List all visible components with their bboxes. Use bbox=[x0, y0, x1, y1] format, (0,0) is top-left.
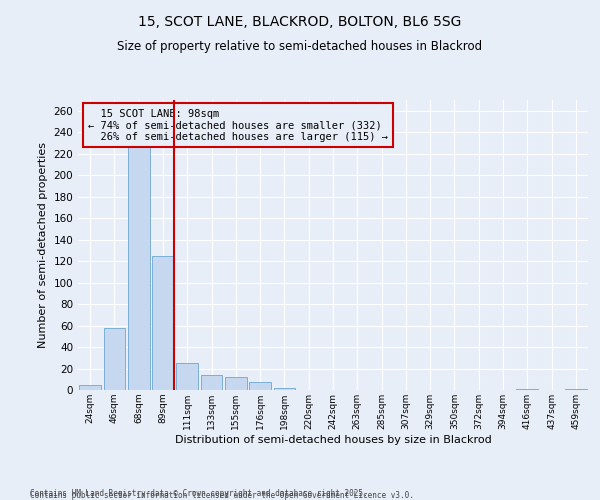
Bar bbox=[79, 384, 101, 390]
Bar bbox=[176, 363, 198, 390]
Bar bbox=[225, 377, 247, 390]
Bar bbox=[565, 389, 587, 390]
Y-axis label: Number of semi-detached properties: Number of semi-detached properties bbox=[38, 142, 48, 348]
Text: 15 SCOT LANE: 98sqm
← 74% of semi-detached houses are smaller (332)
  26% of sem: 15 SCOT LANE: 98sqm ← 74% of semi-detach… bbox=[88, 108, 388, 142]
Text: Contains public sector information licensed under the Open Government Licence v3: Contains public sector information licen… bbox=[30, 491, 414, 500]
Bar bbox=[517, 389, 538, 390]
X-axis label: Distribution of semi-detached houses by size in Blackrod: Distribution of semi-detached houses by … bbox=[175, 434, 491, 444]
Text: Size of property relative to semi-detached houses in Blackrod: Size of property relative to semi-detach… bbox=[118, 40, 482, 53]
Bar bbox=[200, 375, 223, 390]
Text: 15, SCOT LANE, BLACKROD, BOLTON, BL6 5SG: 15, SCOT LANE, BLACKROD, BOLTON, BL6 5SG bbox=[139, 15, 461, 29]
Text: Contains HM Land Registry data © Crown copyright and database right 2025.: Contains HM Land Registry data © Crown c… bbox=[30, 488, 368, 498]
Bar bbox=[128, 124, 149, 390]
Bar bbox=[152, 256, 174, 390]
Bar bbox=[274, 388, 295, 390]
Bar bbox=[104, 328, 125, 390]
Bar bbox=[249, 382, 271, 390]
